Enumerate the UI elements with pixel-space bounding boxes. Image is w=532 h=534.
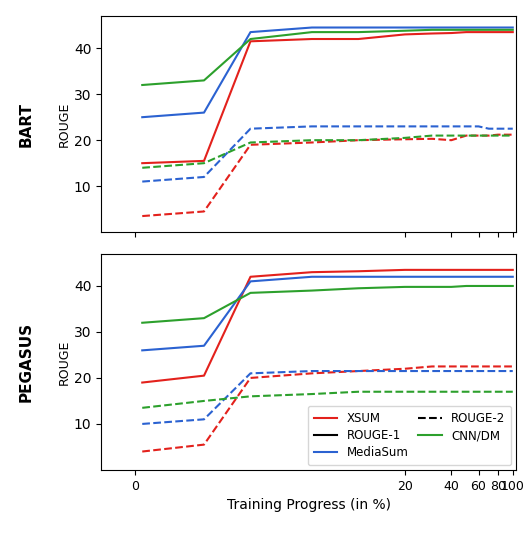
Text: BART: BART (19, 101, 34, 147)
Y-axis label: ROUGE: ROUGE (58, 339, 71, 384)
Text: PEGASUS: PEGASUS (19, 322, 34, 402)
Y-axis label: ROUGE: ROUGE (58, 101, 71, 147)
X-axis label: Training Progress (in %): Training Progress (in %) (227, 498, 390, 512)
Legend: XSUM, ROUGE-1, MediaSum, ROUGE-2, CNN/DM: XSUM, ROUGE-1, MediaSum, ROUGE-2, CNN/DM (308, 406, 511, 465)
